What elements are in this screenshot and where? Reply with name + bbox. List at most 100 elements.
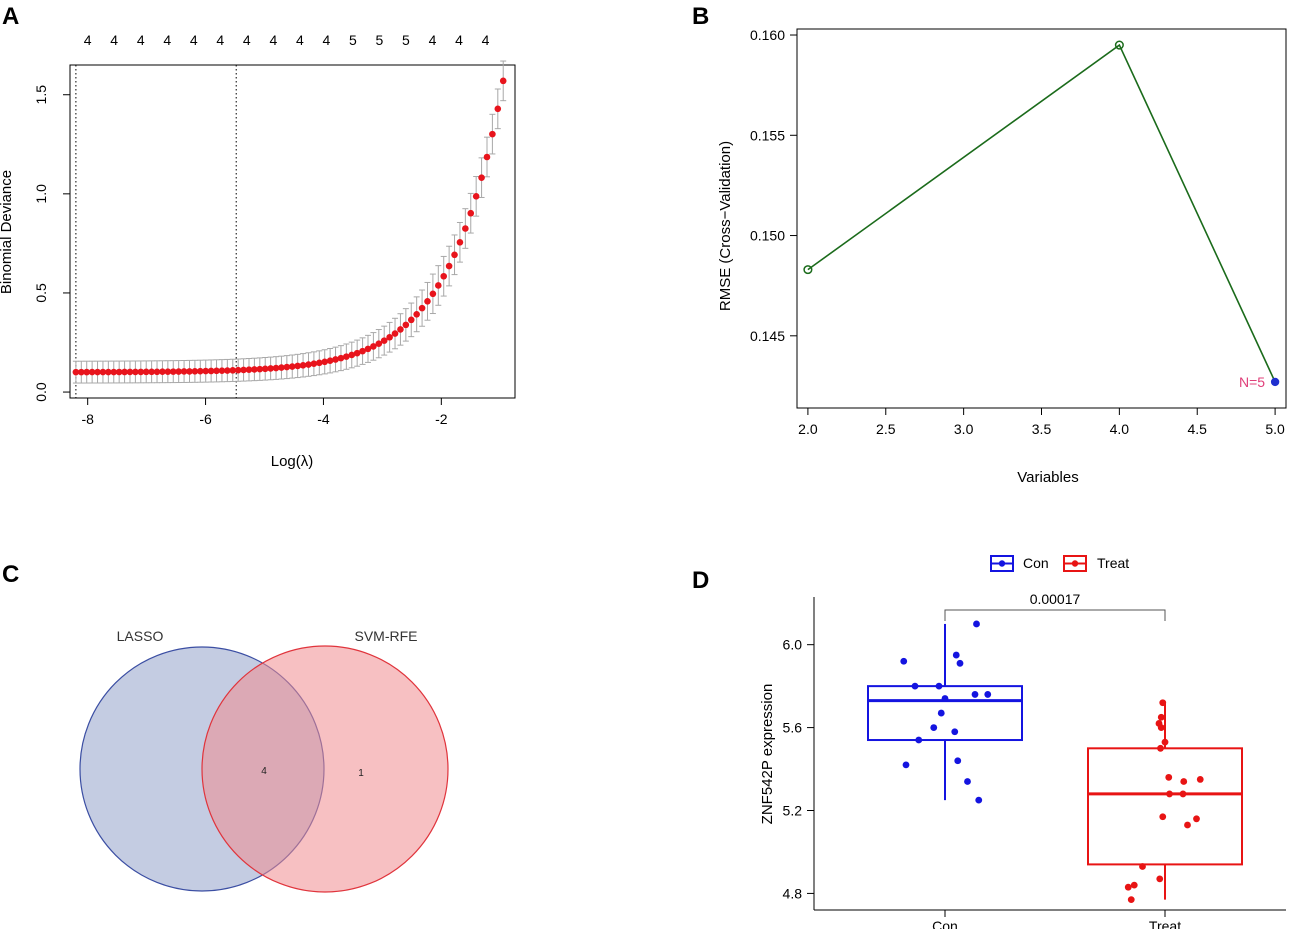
legend-dot-con xyxy=(998,560,1006,567)
venn-svm-only-count: 1 xyxy=(358,768,364,779)
deviance-point xyxy=(402,321,410,329)
deviance-point xyxy=(110,368,118,376)
deviance-point xyxy=(494,105,502,113)
box-con xyxy=(867,685,1023,742)
legend-key-con xyxy=(990,555,1014,572)
deviance-point xyxy=(435,282,442,289)
y-tick-label: 5.2 xyxy=(783,803,803,819)
deviance-point xyxy=(132,368,139,376)
deviance-point xyxy=(359,347,366,355)
deviance-point xyxy=(418,304,426,312)
y-tick-label: 0.5 xyxy=(33,283,49,303)
venn-intersection-count: 4 xyxy=(261,766,267,777)
panel-c-venn-diagram: C LASSO SVM-RFE 4 1 xyxy=(2,561,449,893)
top-count-label: 4 xyxy=(110,32,118,48)
deviance-point xyxy=(407,316,415,324)
deviance-point xyxy=(478,174,485,181)
data-point-con xyxy=(930,724,938,731)
p-value-label: 0.00017 xyxy=(1030,591,1081,607)
data-point-con xyxy=(975,796,983,804)
panel-d-boxes xyxy=(867,623,1243,900)
deviance-point xyxy=(380,337,388,344)
x-tick-label: 2.0 xyxy=(798,421,818,437)
legend-key-treat xyxy=(1063,555,1087,572)
significance-bracket-line xyxy=(944,609,1166,621)
data-point-treat xyxy=(1157,724,1165,731)
deviance-point xyxy=(175,368,182,375)
deviance-point xyxy=(483,153,491,161)
best-point xyxy=(1270,377,1280,387)
x-tick-label: Con xyxy=(932,918,958,929)
x-tick-label: -6 xyxy=(199,411,212,427)
panel-a-error-bars xyxy=(72,60,507,384)
deviance-point xyxy=(159,368,166,376)
deviance-point xyxy=(278,364,285,371)
deviance-point xyxy=(164,368,172,375)
deviance-point xyxy=(364,345,372,353)
deviance-point xyxy=(472,193,480,200)
panel-c-label: C xyxy=(2,561,19,588)
deviance-point xyxy=(148,368,155,376)
venn-svm-rfe-circle xyxy=(201,645,449,893)
top-count-label: 4 xyxy=(137,32,145,48)
panel-d-significance-bracket: 0.00017 xyxy=(944,591,1166,621)
legend-label-con: Con xyxy=(1023,555,1049,571)
data-point-treat xyxy=(1180,778,1188,785)
data-point-treat xyxy=(1124,883,1132,891)
venn-lasso-label: LASSO xyxy=(117,628,164,644)
deviance-point xyxy=(429,290,437,298)
deviance-point xyxy=(348,351,356,359)
deviance-point xyxy=(299,361,307,369)
deviance-point xyxy=(186,368,193,375)
data-point-con xyxy=(973,620,980,628)
data-point-con xyxy=(911,682,919,690)
panel-b-series: N=5 xyxy=(803,40,1280,390)
venn-svm-rfe-label: SVM-RFE xyxy=(355,628,418,644)
top-count-label: 4 xyxy=(84,32,92,48)
y-tick-label: 0.0 xyxy=(33,382,49,402)
deviance-point xyxy=(375,340,383,347)
deviance-point xyxy=(261,365,269,373)
rmse-line xyxy=(807,43,1276,383)
deviance-point xyxy=(424,298,431,305)
deviance-point xyxy=(88,368,96,376)
deviance-point xyxy=(72,368,80,376)
best-n-label: N=5 xyxy=(1239,374,1265,390)
deviance-point xyxy=(397,326,404,333)
deviance-point xyxy=(288,363,296,370)
deviance-point xyxy=(256,365,264,373)
deviance-point xyxy=(321,358,329,366)
deviance-point xyxy=(126,368,134,376)
deviance-point xyxy=(456,238,464,246)
top-count-label: 4 xyxy=(482,32,490,48)
deviance-point xyxy=(137,368,145,376)
deviance-point xyxy=(202,367,210,375)
deviance-point xyxy=(142,368,150,376)
deviance-point xyxy=(197,367,204,375)
panel-a-x-axis: -8 -6 -4 -2 xyxy=(81,398,448,427)
panel-d-label: D xyxy=(692,567,709,594)
deviance-point xyxy=(499,77,507,85)
top-count-label: 5 xyxy=(402,32,410,48)
deviance-point xyxy=(213,367,220,375)
deviance-point xyxy=(191,368,199,375)
y-tick-label: 5.6 xyxy=(783,720,803,736)
deviance-point xyxy=(121,368,128,376)
y-tick-label: 0.160 xyxy=(750,27,785,43)
deviance-point xyxy=(391,330,399,337)
data-point-treat xyxy=(1159,699,1167,707)
deviance-point xyxy=(272,364,280,372)
y-tick-label: 6.0 xyxy=(783,637,803,653)
x-tick-label: Treat xyxy=(1149,918,1181,929)
top-count-label: 4 xyxy=(190,32,198,48)
panel-d-legend: Con Treat xyxy=(990,555,1129,572)
panel-b-plot-box xyxy=(796,28,1287,409)
deviance-point xyxy=(105,368,112,376)
deviance-point xyxy=(386,333,393,341)
x-tick-label: -2 xyxy=(435,411,448,427)
deviance-point xyxy=(180,368,188,375)
deviance-point xyxy=(115,368,123,376)
data-point-con xyxy=(935,682,943,690)
panel-b-label: B xyxy=(692,3,709,30)
box-treat xyxy=(1087,747,1243,866)
